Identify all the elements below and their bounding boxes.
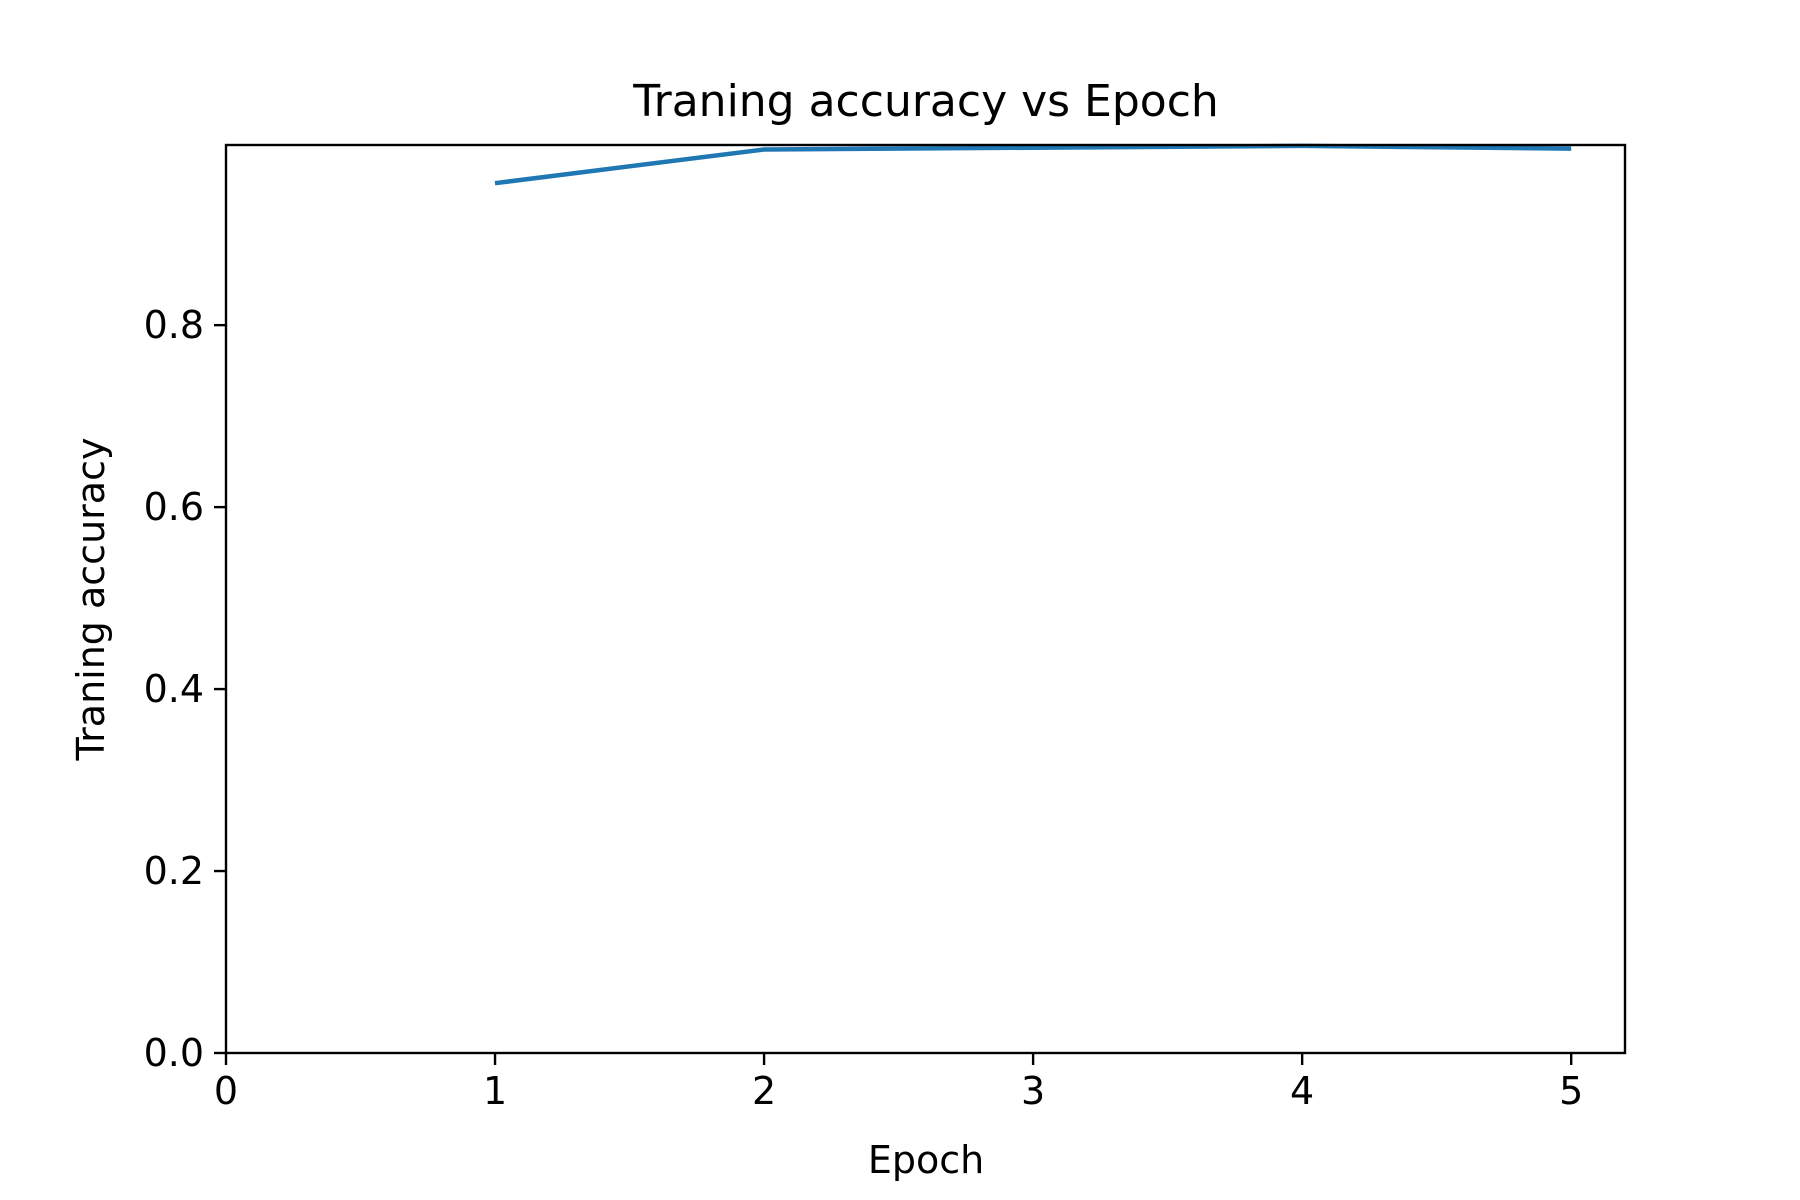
plot-area: 0 1 2 3 4 5 0.0 0.2 0.4 0.6 0.8 — [144, 143, 1627, 1113]
y-tick-label: 0.0 — [144, 1031, 204, 1075]
y-tick-label: 0.6 — [144, 485, 204, 529]
x-tick-label: 5 — [1559, 1069, 1583, 1113]
x-axis-label: Epoch — [868, 1138, 984, 1182]
y-tick-label: 0.4 — [144, 667, 204, 711]
y-tick-label: 0.8 — [144, 303, 204, 347]
x-tick-label: 1 — [483, 1069, 507, 1113]
ticks-layer: 0 1 2 3 4 5 0.0 0.2 0.4 0.6 0.8 — [144, 303, 1584, 1113]
x-tick-label: 0 — [214, 1069, 238, 1113]
chart-title: Traning accuracy vs Epoch — [632, 76, 1219, 127]
series-line — [494, 143, 1572, 186]
y-axis-label: Traning accuracy — [69, 438, 113, 762]
series-layer — [494, 143, 1572, 186]
y-tick-label: 0.2 — [144, 849, 204, 893]
x-tick-label: 3 — [1021, 1069, 1045, 1113]
x-tick-label: 2 — [752, 1069, 776, 1113]
axes-frame — [224, 143, 1627, 1055]
x-tick-label: 4 — [1290, 1069, 1314, 1113]
